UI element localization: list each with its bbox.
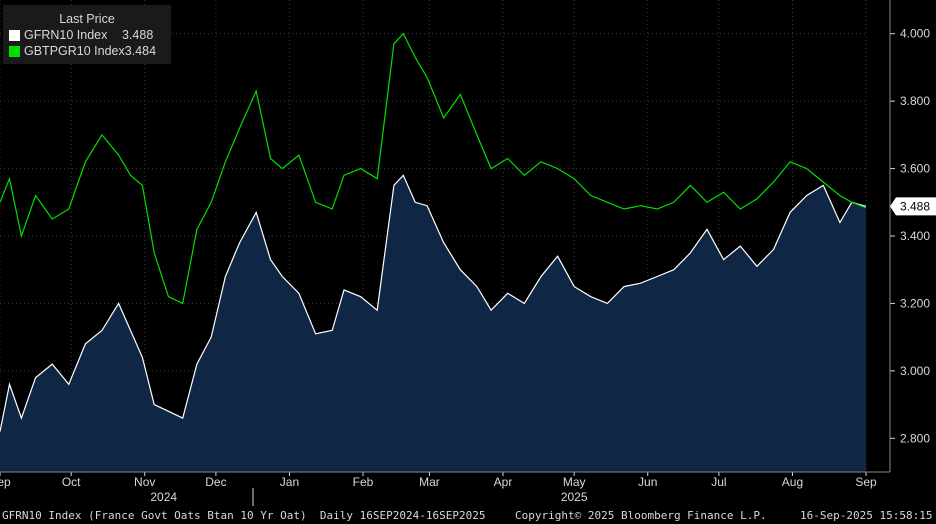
x-tick-label: Jul [711, 475, 726, 489]
x-tick-label: Oct [62, 475, 81, 489]
x-tick-label: Mar [419, 475, 440, 489]
last-value-label: 3.488 [900, 199, 930, 213]
x-tick-label: Feb [353, 475, 374, 489]
x-tick-label: Aug [782, 475, 803, 489]
axes: 4.000 3.800 3.600 3.400 3.200 3.000 2.800 Sep Oc… [0, 0, 936, 506]
y-tick-label: 2.800 [900, 431, 930, 445]
x-tick-label: Sep [0, 475, 11, 489]
x-year-label: 2025 [561, 490, 588, 504]
x-tick-label: Jan [280, 475, 299, 489]
legend-series-value: 3.488 [122, 28, 154, 42]
legend: Last Price GFRN10 Index 3.488 GBTPGR10 I… [3, 5, 171, 64]
footer-copyright: Copyright© 2025 Bloomberg Finance L.P. [515, 509, 767, 522]
italy-line [0, 32, 867, 305]
legend-series-name: GFRN10 Index [24, 28, 108, 42]
x-tick-label: Apr [494, 475, 513, 489]
y-tick-label: 3.400 [900, 229, 930, 243]
y-tick-label: 3.000 [900, 364, 930, 378]
legend-title: Last Price [59, 12, 115, 26]
x-year-label: 2024 [150, 490, 177, 504]
legend-row-france: GFRN10 Index 3.488 [3, 27, 171, 43]
footer: GFRN10 Index (France Govt Oats Btan 10 Y… [0, 507, 936, 524]
y-tick-label: 3.800 [900, 94, 930, 108]
footer-timestamp: 16-Sep-2025 15:58:15 [800, 509, 933, 522]
x-tick-label: Dec [205, 475, 226, 489]
france-area-layer [0, 175, 866, 473]
last-value-tag [890, 197, 936, 216]
france-line [0, 174, 867, 432]
legend-swatch-france [9, 29, 20, 41]
france-area [0, 175, 866, 473]
legend-series-value: 3.484 [124, 44, 157, 58]
x-tick-label: May [563, 475, 586, 489]
series-lines [0, 32, 867, 432]
legend-row-italy: GBTPGR10 Index 3.484 [3, 43, 171, 59]
legend-swatch-italy [9, 45, 20, 57]
x-tick-label: Sep [855, 475, 877, 489]
footer-description: GFRN10 Index (France Govt Oats Btan 10 Y… [2, 509, 486, 522]
y-tick-label: 3.600 [900, 162, 930, 176]
y-tick-label: 4.000 [900, 27, 930, 41]
legend-series-name: GBTPGR10 Index [24, 44, 125, 58]
x-tick-label: Jun [638, 475, 657, 489]
x-tick-label: Nov [134, 475, 155, 489]
y-tick-label: 3.200 [900, 296, 930, 310]
